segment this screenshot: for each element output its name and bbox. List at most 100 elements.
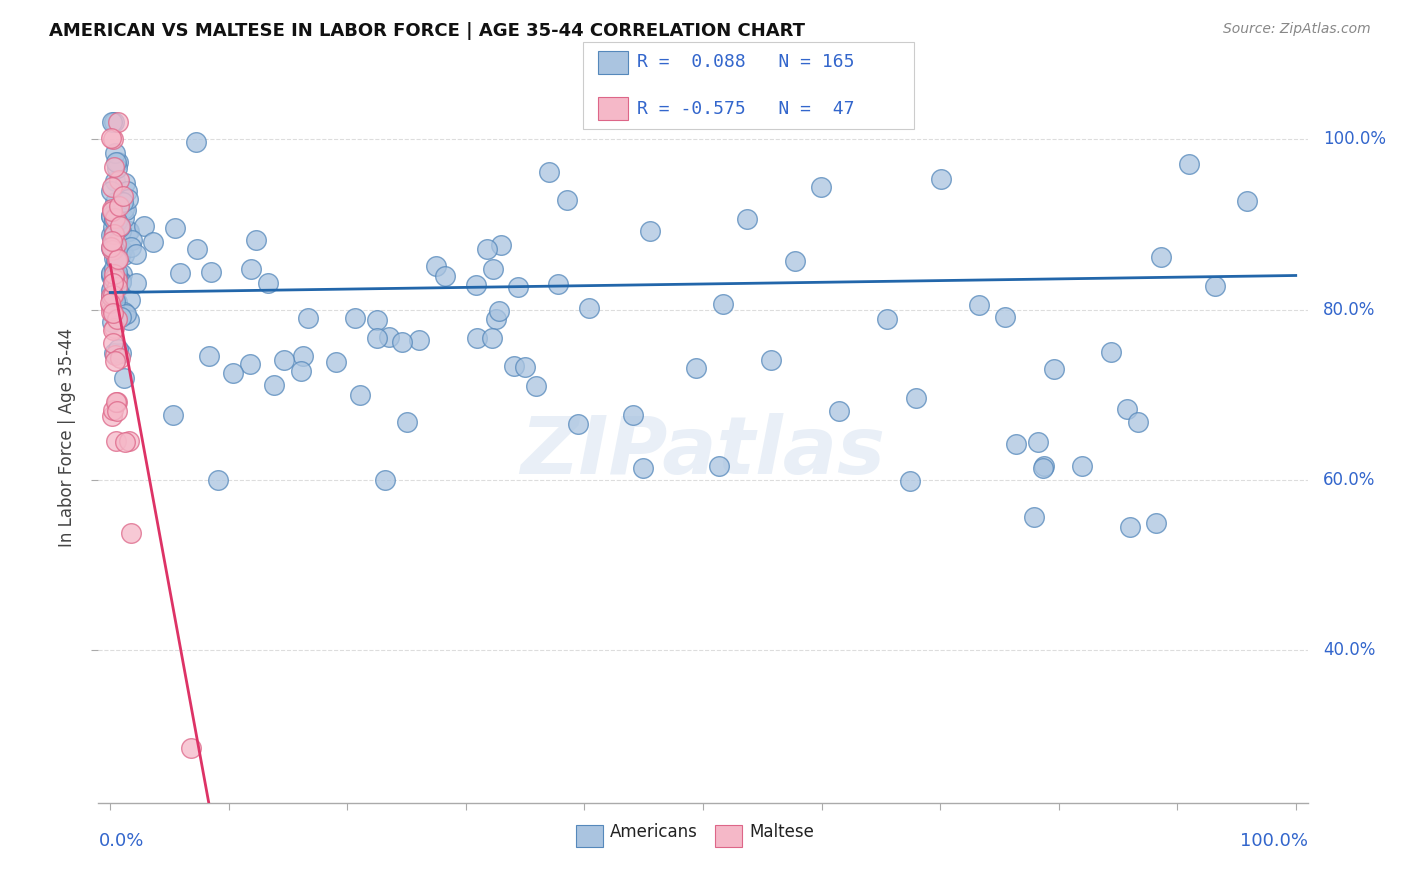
Point [100, 241, 122, 255]
Point [101, 291, 124, 305]
Point [100, 289, 122, 303]
Point [344, 310, 367, 325]
Point [100, 281, 122, 295]
Point [108, 173, 131, 187]
Point [121, 233, 143, 247]
Point [638, 224, 661, 238]
Point [105, 155, 128, 169]
Point [110, 274, 132, 288]
Point [555, 193, 578, 207]
Point [105, 269, 128, 284]
Point [297, 310, 319, 325]
Point [378, 329, 401, 343]
Point [107, 273, 129, 287]
Point [118, 293, 141, 307]
Point [111, 189, 134, 203]
Point [101, 316, 124, 330]
Text: AMERICAN VS MALTESE IN LABOR FORCE | AGE 35-44 CORRELATION CHART: AMERICAN VS MALTESE IN LABOR FORCE | AGE… [49, 22, 806, 40]
Point [107, 343, 129, 357]
Point [101, 115, 124, 129]
Point [103, 235, 125, 250]
Point [107, 279, 129, 293]
Point [567, 417, 589, 432]
Point [103, 353, 125, 368]
Point [257, 276, 280, 290]
Point [141, 235, 163, 250]
Point [104, 245, 127, 260]
Point [105, 265, 128, 279]
Point [1150, 250, 1173, 264]
Point [374, 473, 396, 487]
Point [103, 346, 125, 360]
Point [685, 361, 707, 376]
Point [105, 395, 128, 409]
Point [101, 203, 124, 218]
Point [222, 366, 245, 380]
Point [100, 266, 122, 280]
Point [132, 219, 155, 233]
Point [105, 294, 128, 309]
Point [1043, 362, 1066, 376]
Point [1099, 344, 1122, 359]
Point [105, 312, 128, 326]
Point [107, 280, 129, 294]
Point [105, 161, 128, 175]
Point [118, 225, 141, 239]
Point [115, 202, 138, 217]
Point [1004, 437, 1026, 451]
Point [114, 435, 136, 450]
Y-axis label: In Labor Force | Age 35-44: In Labor Force | Age 35-44 [58, 327, 76, 547]
Point [104, 195, 127, 210]
Point [366, 312, 388, 326]
Point [105, 404, 128, 418]
Point [101, 244, 124, 258]
Text: R =  0.088   N = 165: R = 0.088 N = 165 [637, 54, 855, 71]
Point [538, 165, 561, 179]
Point [103, 271, 125, 285]
Text: 40.0%: 40.0% [1323, 640, 1375, 658]
Point [103, 211, 125, 226]
Point [101, 132, 124, 146]
Point [524, 378, 547, 392]
Point [325, 355, 347, 369]
Text: Source: ZipAtlas.com: Source: ZipAtlas.com [1223, 22, 1371, 37]
Point [105, 250, 128, 264]
Point [100, 268, 122, 282]
Point [125, 276, 148, 290]
Point [107, 252, 129, 266]
Point [186, 243, 208, 257]
Point [104, 297, 127, 311]
Point [101, 220, 124, 235]
Point [108, 219, 131, 233]
Text: R = -0.575   N =  47: R = -0.575 N = 47 [637, 100, 855, 118]
Point [100, 202, 122, 216]
Point [905, 391, 928, 405]
Point [711, 296, 734, 310]
Point [100, 239, 122, 253]
Point [110, 224, 132, 238]
Point [101, 323, 124, 337]
Point [112, 305, 135, 319]
Point [1204, 279, 1226, 293]
Point [391, 335, 413, 350]
Point [578, 301, 600, 315]
Point [110, 276, 132, 290]
Point [112, 248, 135, 262]
Point [810, 180, 832, 194]
Point [100, 283, 122, 297]
Point [101, 336, 124, 351]
Point [169, 266, 191, 280]
Point [1178, 157, 1201, 171]
Point [207, 473, 229, 487]
Point [1236, 194, 1258, 208]
Point [100, 269, 122, 284]
Point [103, 261, 125, 276]
Point [107, 309, 129, 323]
Point [111, 243, 134, 257]
Point [482, 261, 505, 276]
Point [488, 303, 510, 318]
Point [107, 199, 129, 213]
Text: Americans: Americans [610, 823, 697, 841]
Point [366, 331, 388, 345]
Point [1032, 459, 1054, 474]
